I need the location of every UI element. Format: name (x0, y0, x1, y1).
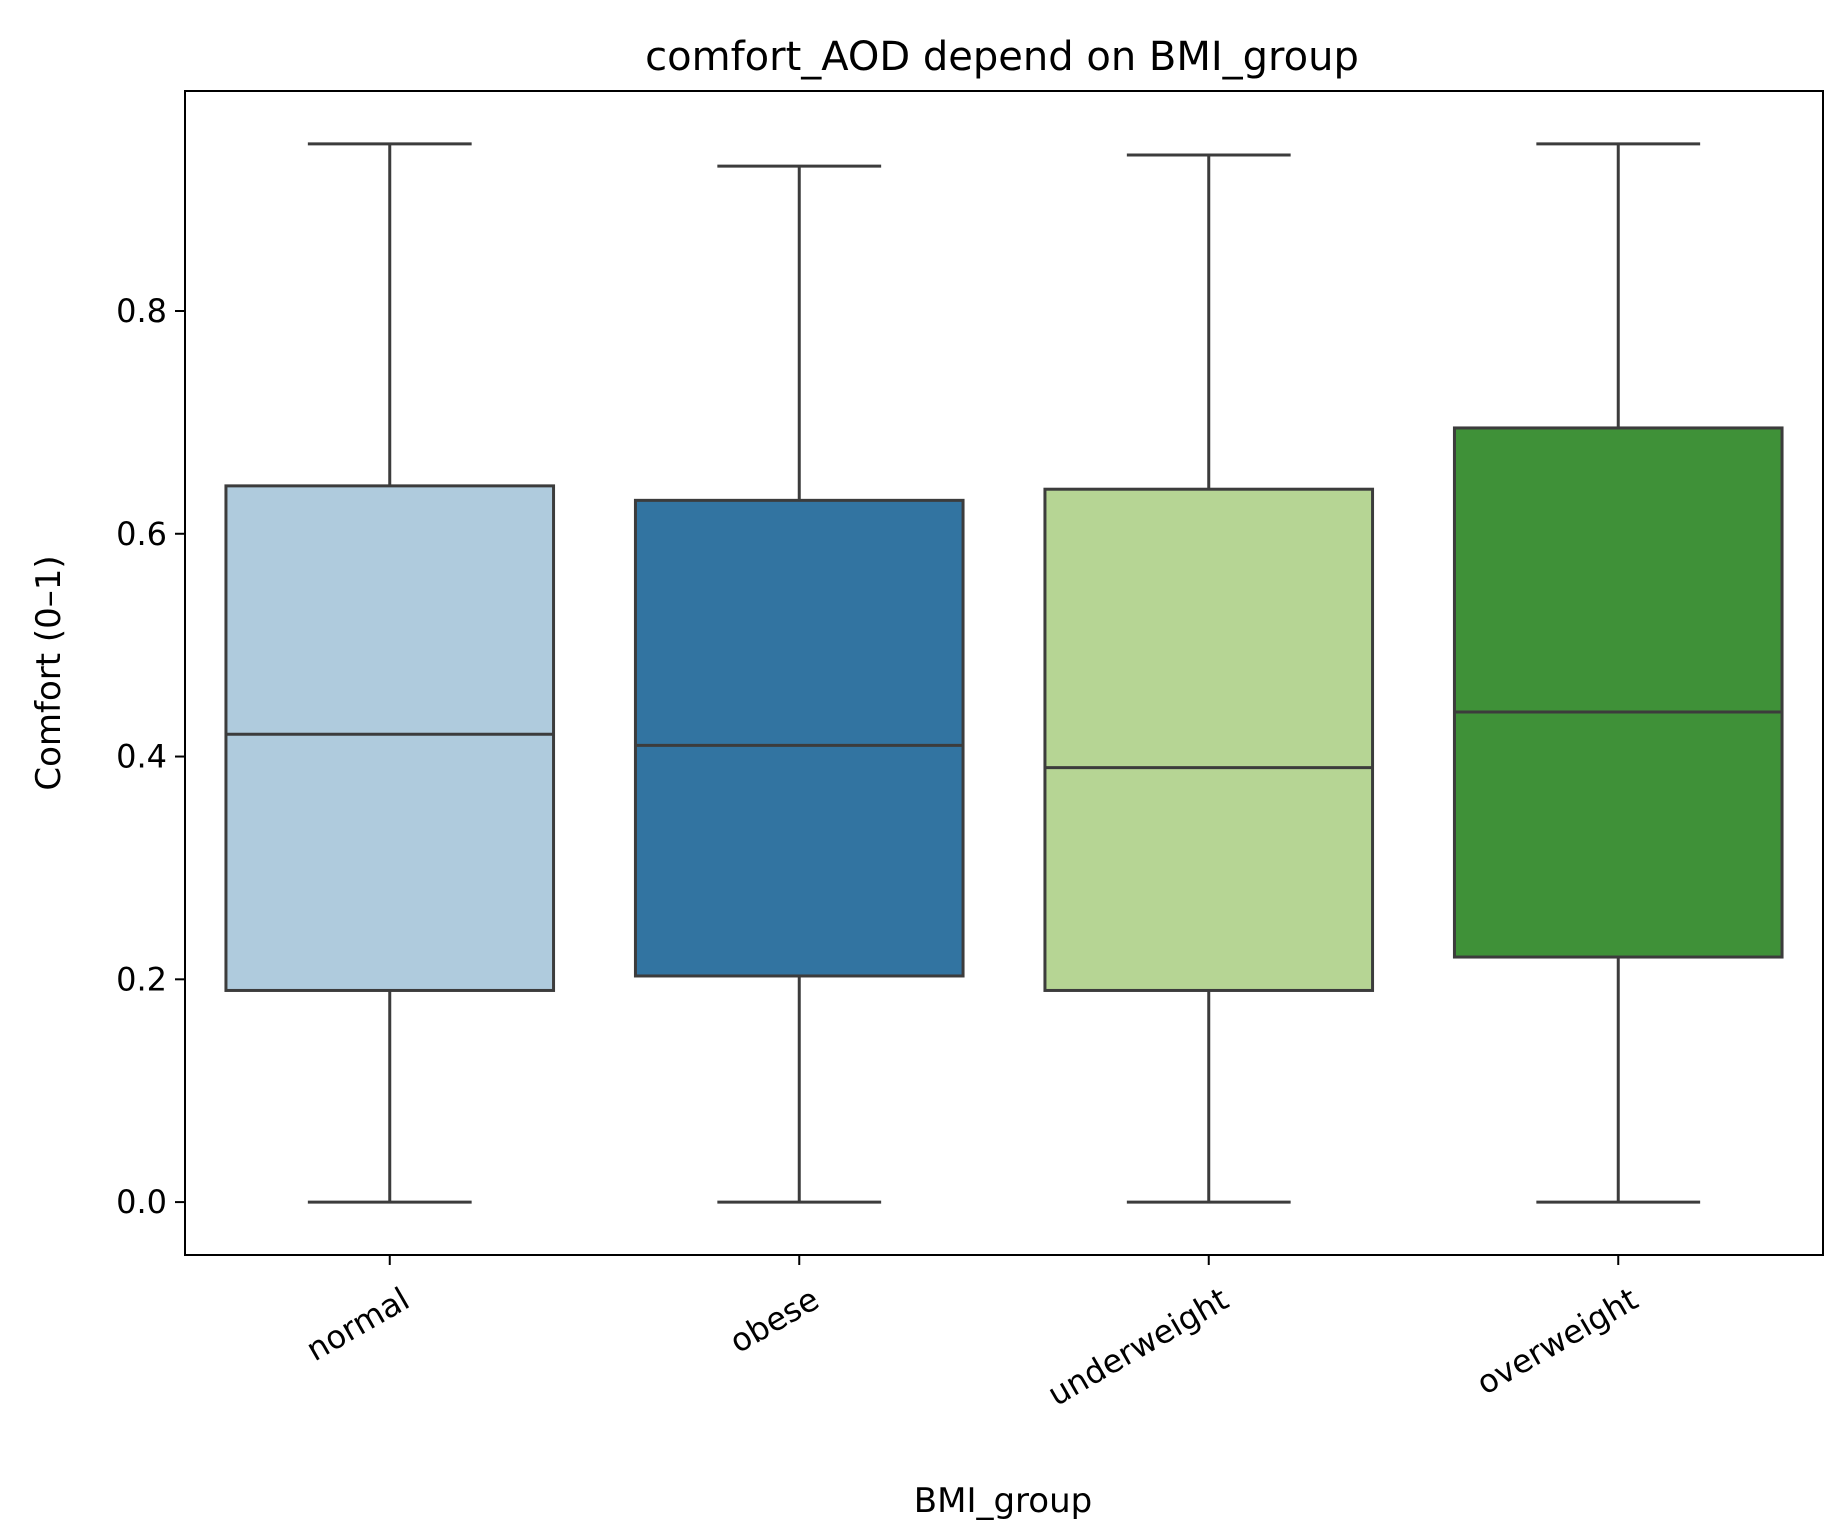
plot-area-frame (184, 90, 1824, 1256)
y-tick-label: 0.4 (116, 738, 167, 776)
chart-title: comfort_AOD depend on BMI_group (645, 34, 1359, 80)
box-group-obese (633, 164, 965, 1204)
boxes-layer (224, 142, 1784, 1204)
box-iqr (1043, 487, 1375, 992)
y-tick-label: 0.8 (116, 292, 167, 330)
box-iqr (224, 484, 556, 992)
box-group-overweight (1452, 142, 1784, 1204)
y-tick-label: 0.2 (116, 960, 167, 998)
y-tick-label: 0.0 (116, 1183, 167, 1221)
box-iqr (633, 498, 965, 978)
x-axis-label: BMI_group (914, 1481, 1092, 1521)
y-axis-label: Comfort (0–1) (29, 555, 69, 790)
box-group-normal (224, 142, 556, 1204)
y-tick-label: 0.6 (116, 515, 167, 553)
box-group-underweight (1043, 153, 1375, 1204)
y-axis: 0.0 0.2 0.4 0.6 0.8 (116, 292, 185, 1221)
box-iqr (1452, 426, 1784, 959)
